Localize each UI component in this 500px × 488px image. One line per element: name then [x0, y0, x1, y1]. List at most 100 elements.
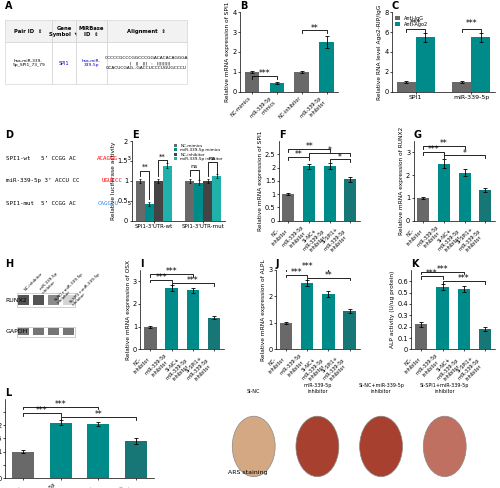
- Y-axis label: Relative mRNA expression of SPI1: Relative mRNA expression of SPI1: [258, 131, 262, 231]
- Y-axis label: Relative luciferase activity: Relative luciferase activity: [110, 142, 116, 220]
- Text: ***: ***: [258, 69, 270, 78]
- Bar: [194, 183, 203, 221]
- Text: E: E: [132, 130, 138, 140]
- Bar: [301, 283, 314, 349]
- Text: ***: ***: [290, 268, 302, 277]
- Y-axis label: ALP activity (U/ug protein): ALP activity (U/ug protein): [390, 271, 395, 348]
- Text: ***: ***: [466, 19, 477, 28]
- Text: B: B: [240, 1, 248, 11]
- Legend: NC-mimics, miR-339-5p mimics, NC-inhibitor, miR-339-5p inhibitor: NC-mimics, miR-339-5p mimics, NC-inhibit…: [173, 143, 223, 162]
- Text: **: **: [440, 140, 448, 148]
- Text: SPI1-wt   5’ CCGG AC: SPI1-wt 5’ CCGG AC: [6, 156, 76, 161]
- Text: Si-NC: Si-NC: [247, 389, 260, 394]
- Text: H: H: [5, 259, 13, 269]
- Bar: [479, 329, 491, 349]
- FancyBboxPatch shape: [18, 295, 29, 305]
- Bar: [166, 288, 178, 349]
- Text: miR-339-5p 3’ ACCU CC: miR-339-5p 3’ ACCU CC: [6, 178, 80, 183]
- Y-axis label: Relative mRNA expression of SPI1: Relative mRNA expression of SPI1: [226, 2, 230, 102]
- Text: ns: ns: [208, 156, 216, 161]
- Bar: [320, 42, 334, 92]
- Bar: [344, 180, 356, 221]
- Bar: [88, 424, 110, 478]
- Text: CAGGCU: CAGGCU: [97, 201, 118, 205]
- Bar: [212, 176, 221, 221]
- Bar: [322, 294, 334, 349]
- Bar: [50, 423, 72, 478]
- FancyBboxPatch shape: [48, 328, 60, 335]
- Bar: [282, 194, 294, 221]
- Text: C: C: [392, 1, 399, 11]
- Bar: [415, 325, 428, 349]
- FancyBboxPatch shape: [62, 295, 74, 305]
- Text: **: **: [306, 142, 313, 151]
- Text: 5’: 5’: [124, 201, 135, 205]
- Bar: [438, 164, 450, 221]
- Text: ***: ***: [54, 400, 66, 409]
- Bar: [208, 318, 220, 349]
- FancyBboxPatch shape: [48, 295, 60, 305]
- Text: ARS staining: ARS staining: [228, 470, 268, 475]
- Text: *: *: [338, 153, 342, 162]
- Text: D: D: [5, 130, 13, 140]
- Text: SPI1-mut  5’ CCGG AC: SPI1-mut 5’ CCGG AC: [6, 201, 76, 205]
- Text: ***: ***: [437, 265, 448, 274]
- Ellipse shape: [232, 416, 275, 477]
- Text: ***: ***: [187, 276, 198, 285]
- Bar: [154, 181, 162, 221]
- Text: K: K: [412, 259, 419, 269]
- Y-axis label: Relative mRNA expression of ALPL: Relative mRNA expression of ALPL: [261, 259, 266, 361]
- FancyBboxPatch shape: [62, 328, 74, 335]
- Ellipse shape: [424, 416, 466, 477]
- Bar: [418, 198, 430, 221]
- Text: miR-339-5p
inhibitor: miR-339-5p inhibitor: [38, 271, 62, 295]
- Bar: [244, 72, 259, 92]
- Text: **: **: [160, 153, 166, 159]
- Bar: [324, 166, 336, 221]
- Bar: [280, 323, 292, 349]
- Bar: [303, 166, 315, 221]
- Bar: [270, 83, 284, 92]
- Text: A: A: [5, 1, 12, 11]
- Bar: [452, 82, 471, 92]
- Text: ***: ***: [302, 262, 313, 271]
- Text: Si-SPI1+miR-339-5p
inhibitor: Si-SPI1+miR-339-5p inhibitor: [68, 271, 104, 307]
- Text: ns: ns: [190, 164, 198, 169]
- Text: J: J: [276, 259, 280, 269]
- Bar: [458, 289, 470, 349]
- Text: Si-NC+miR-339-5p
inhibitor: Si-NC+miR-339-5p inhibitor: [54, 271, 87, 305]
- Text: ***: ***: [36, 407, 48, 415]
- Text: miR-339-5p
inhibitor: miR-339-5p inhibitor: [303, 383, 332, 394]
- Text: NC-inhibitor: NC-inhibitor: [24, 271, 44, 292]
- Bar: [458, 173, 470, 221]
- Bar: [186, 290, 199, 349]
- Text: ACAGGG: ACAGGG: [97, 156, 118, 161]
- Bar: [472, 37, 490, 92]
- Text: Si-NC+miR-339-5p
inhibitor: Si-NC+miR-339-5p inhibitor: [358, 383, 404, 394]
- Bar: [480, 190, 492, 221]
- Text: Si-SPI1+miR-339-5p
inhibitor: Si-SPI1+miR-339-5p inhibitor: [420, 383, 470, 394]
- Bar: [144, 326, 156, 349]
- Bar: [344, 311, 355, 349]
- Text: ***: ***: [458, 274, 469, 283]
- Bar: [436, 287, 448, 349]
- FancyBboxPatch shape: [18, 328, 29, 335]
- Bar: [136, 181, 145, 221]
- Bar: [125, 441, 147, 478]
- Bar: [203, 181, 212, 221]
- Text: UGUCCC: UGUCCC: [102, 178, 123, 183]
- Text: *: *: [462, 148, 466, 158]
- Text: **: **: [142, 164, 148, 170]
- Text: 3’: 3’: [124, 156, 135, 161]
- Bar: [186, 181, 194, 221]
- Text: ***: ***: [410, 19, 422, 28]
- Text: ***: ***: [166, 267, 177, 276]
- Ellipse shape: [360, 416, 403, 477]
- Bar: [294, 72, 309, 92]
- Bar: [416, 37, 434, 92]
- Y-axis label: Relative mRNA expression of OSX: Relative mRNA expression of OSX: [126, 260, 130, 360]
- Text: G: G: [414, 130, 422, 140]
- Text: **: **: [310, 23, 318, 33]
- Text: 5’: 5’: [129, 178, 140, 183]
- Text: GAPDH: GAPDH: [6, 329, 28, 334]
